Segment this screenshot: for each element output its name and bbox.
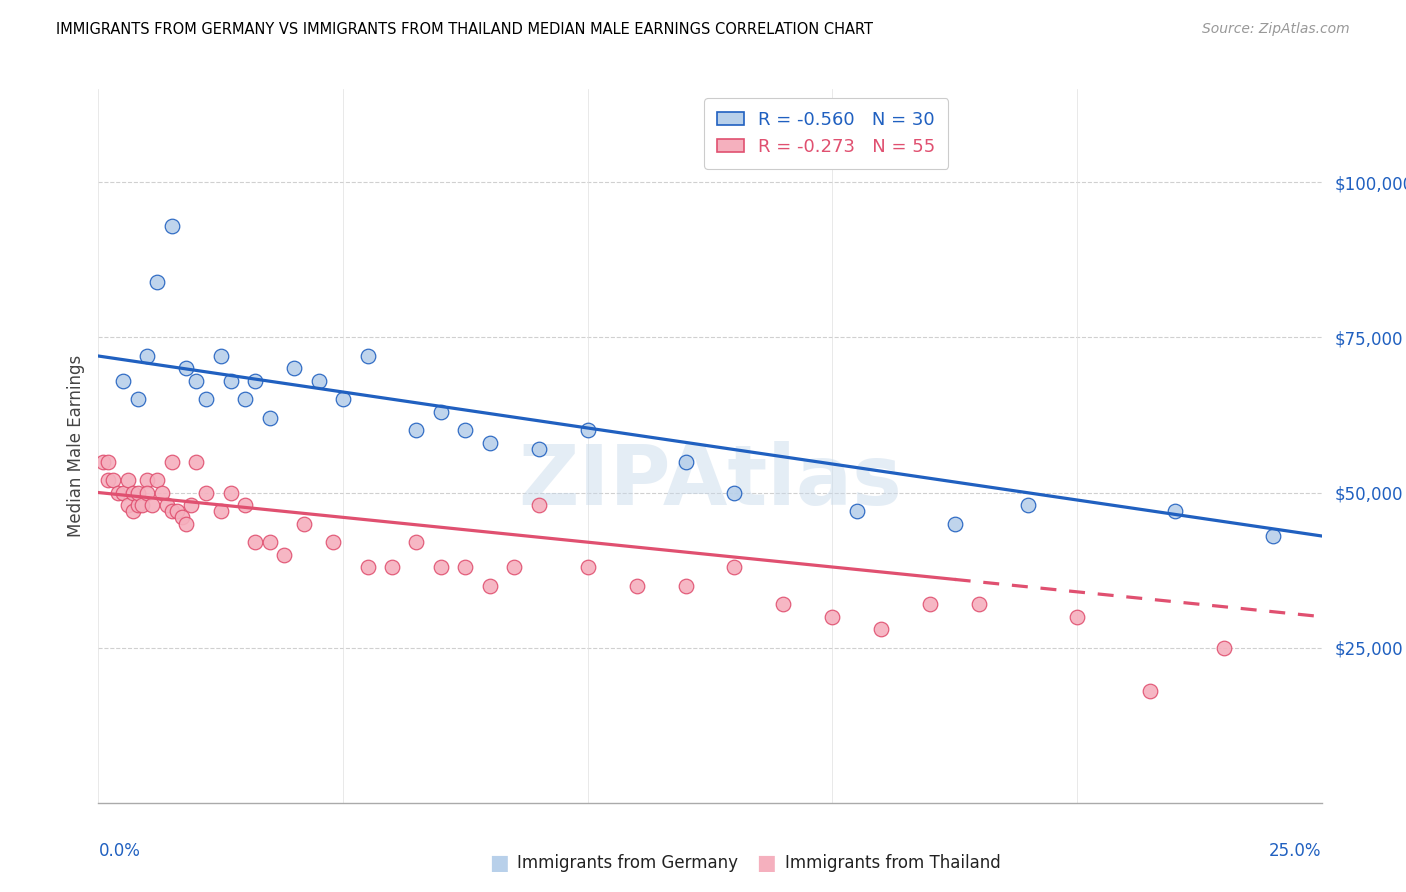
Point bbox=[131, 498, 153, 512]
Point bbox=[675, 454, 697, 468]
Point bbox=[195, 485, 218, 500]
Point bbox=[576, 560, 599, 574]
Point bbox=[107, 485, 129, 500]
Point bbox=[127, 392, 149, 407]
Text: IMMIGRANTS FROM GERMANY VS IMMIGRANTS FROM THAILAND MEDIAN MALE EARNINGS CORRELA: IMMIGRANTS FROM GERMANY VS IMMIGRANTS FR… bbox=[56, 22, 873, 37]
Point bbox=[527, 498, 550, 512]
Point bbox=[121, 504, 143, 518]
Point bbox=[111, 485, 134, 500]
Point bbox=[356, 560, 378, 574]
Text: Immigrants from Thailand: Immigrants from Thailand bbox=[785, 854, 1000, 871]
Point bbox=[723, 485, 745, 500]
Point bbox=[503, 560, 526, 574]
Point bbox=[170, 510, 193, 524]
Point bbox=[186, 374, 208, 388]
Legend: R = -0.560   N = 30, R = -0.273   N = 55: R = -0.560 N = 30, R = -0.273 N = 55 bbox=[704, 98, 948, 169]
Y-axis label: Median Male Earnings: Median Male Earnings bbox=[66, 355, 84, 537]
Point bbox=[405, 424, 427, 438]
Point bbox=[160, 454, 183, 468]
Point bbox=[1066, 609, 1088, 624]
Point bbox=[117, 498, 139, 512]
Point bbox=[243, 535, 266, 549]
Point bbox=[146, 275, 169, 289]
Text: ZIPAtlas: ZIPAtlas bbox=[517, 442, 903, 522]
Point bbox=[454, 560, 477, 574]
Point bbox=[381, 560, 404, 574]
Text: ■: ■ bbox=[756, 853, 776, 872]
Point bbox=[292, 516, 315, 531]
Point bbox=[943, 516, 966, 531]
Point bbox=[156, 498, 179, 512]
Text: Source: ZipAtlas.com: Source: ZipAtlas.com bbox=[1202, 22, 1350, 37]
Point bbox=[160, 219, 183, 233]
Point bbox=[920, 597, 942, 611]
Text: ■: ■ bbox=[489, 853, 509, 872]
Point bbox=[186, 454, 208, 468]
Point bbox=[430, 560, 453, 574]
Point bbox=[141, 498, 163, 512]
Point bbox=[273, 548, 295, 562]
Point bbox=[136, 349, 159, 363]
Point bbox=[283, 361, 305, 376]
Point bbox=[166, 504, 188, 518]
Point bbox=[101, 473, 124, 487]
Text: 25.0%: 25.0% bbox=[1270, 842, 1322, 860]
Point bbox=[233, 392, 256, 407]
Point bbox=[209, 504, 232, 518]
Point bbox=[259, 535, 281, 549]
Point bbox=[176, 516, 198, 531]
Point bbox=[219, 485, 242, 500]
Point bbox=[430, 405, 453, 419]
Point bbox=[127, 498, 149, 512]
Point bbox=[332, 392, 354, 407]
Point bbox=[675, 579, 697, 593]
Text: Immigrants from Germany: Immigrants from Germany bbox=[517, 854, 738, 871]
Point bbox=[176, 361, 198, 376]
Point bbox=[1139, 684, 1161, 698]
Point bbox=[1017, 498, 1039, 512]
Point bbox=[146, 473, 169, 487]
Point bbox=[121, 485, 143, 500]
Point bbox=[111, 374, 134, 388]
Point bbox=[454, 424, 477, 438]
Point bbox=[160, 504, 183, 518]
Point bbox=[97, 473, 120, 487]
Point bbox=[870, 622, 893, 636]
Point bbox=[527, 442, 550, 456]
Point bbox=[845, 504, 868, 518]
Point bbox=[91, 454, 114, 468]
Point bbox=[150, 485, 173, 500]
Point bbox=[195, 392, 218, 407]
Point bbox=[1164, 504, 1187, 518]
Point bbox=[723, 560, 745, 574]
Point bbox=[136, 473, 159, 487]
Point bbox=[233, 498, 256, 512]
Point bbox=[136, 485, 159, 500]
Point bbox=[821, 609, 844, 624]
Point bbox=[209, 349, 232, 363]
Point bbox=[97, 454, 120, 468]
Point bbox=[117, 473, 139, 487]
Point bbox=[308, 374, 330, 388]
Point bbox=[1261, 529, 1284, 543]
Point bbox=[180, 498, 202, 512]
Text: 0.0%: 0.0% bbox=[98, 842, 141, 860]
Point bbox=[219, 374, 242, 388]
Point bbox=[967, 597, 990, 611]
Point bbox=[478, 579, 501, 593]
Point bbox=[576, 424, 599, 438]
Point bbox=[405, 535, 427, 549]
Point bbox=[772, 597, 794, 611]
Point bbox=[1212, 640, 1234, 655]
Point bbox=[626, 579, 648, 593]
Point bbox=[322, 535, 344, 549]
Point bbox=[243, 374, 266, 388]
Point bbox=[259, 411, 281, 425]
Point bbox=[478, 436, 501, 450]
Point bbox=[356, 349, 378, 363]
Point bbox=[127, 485, 149, 500]
